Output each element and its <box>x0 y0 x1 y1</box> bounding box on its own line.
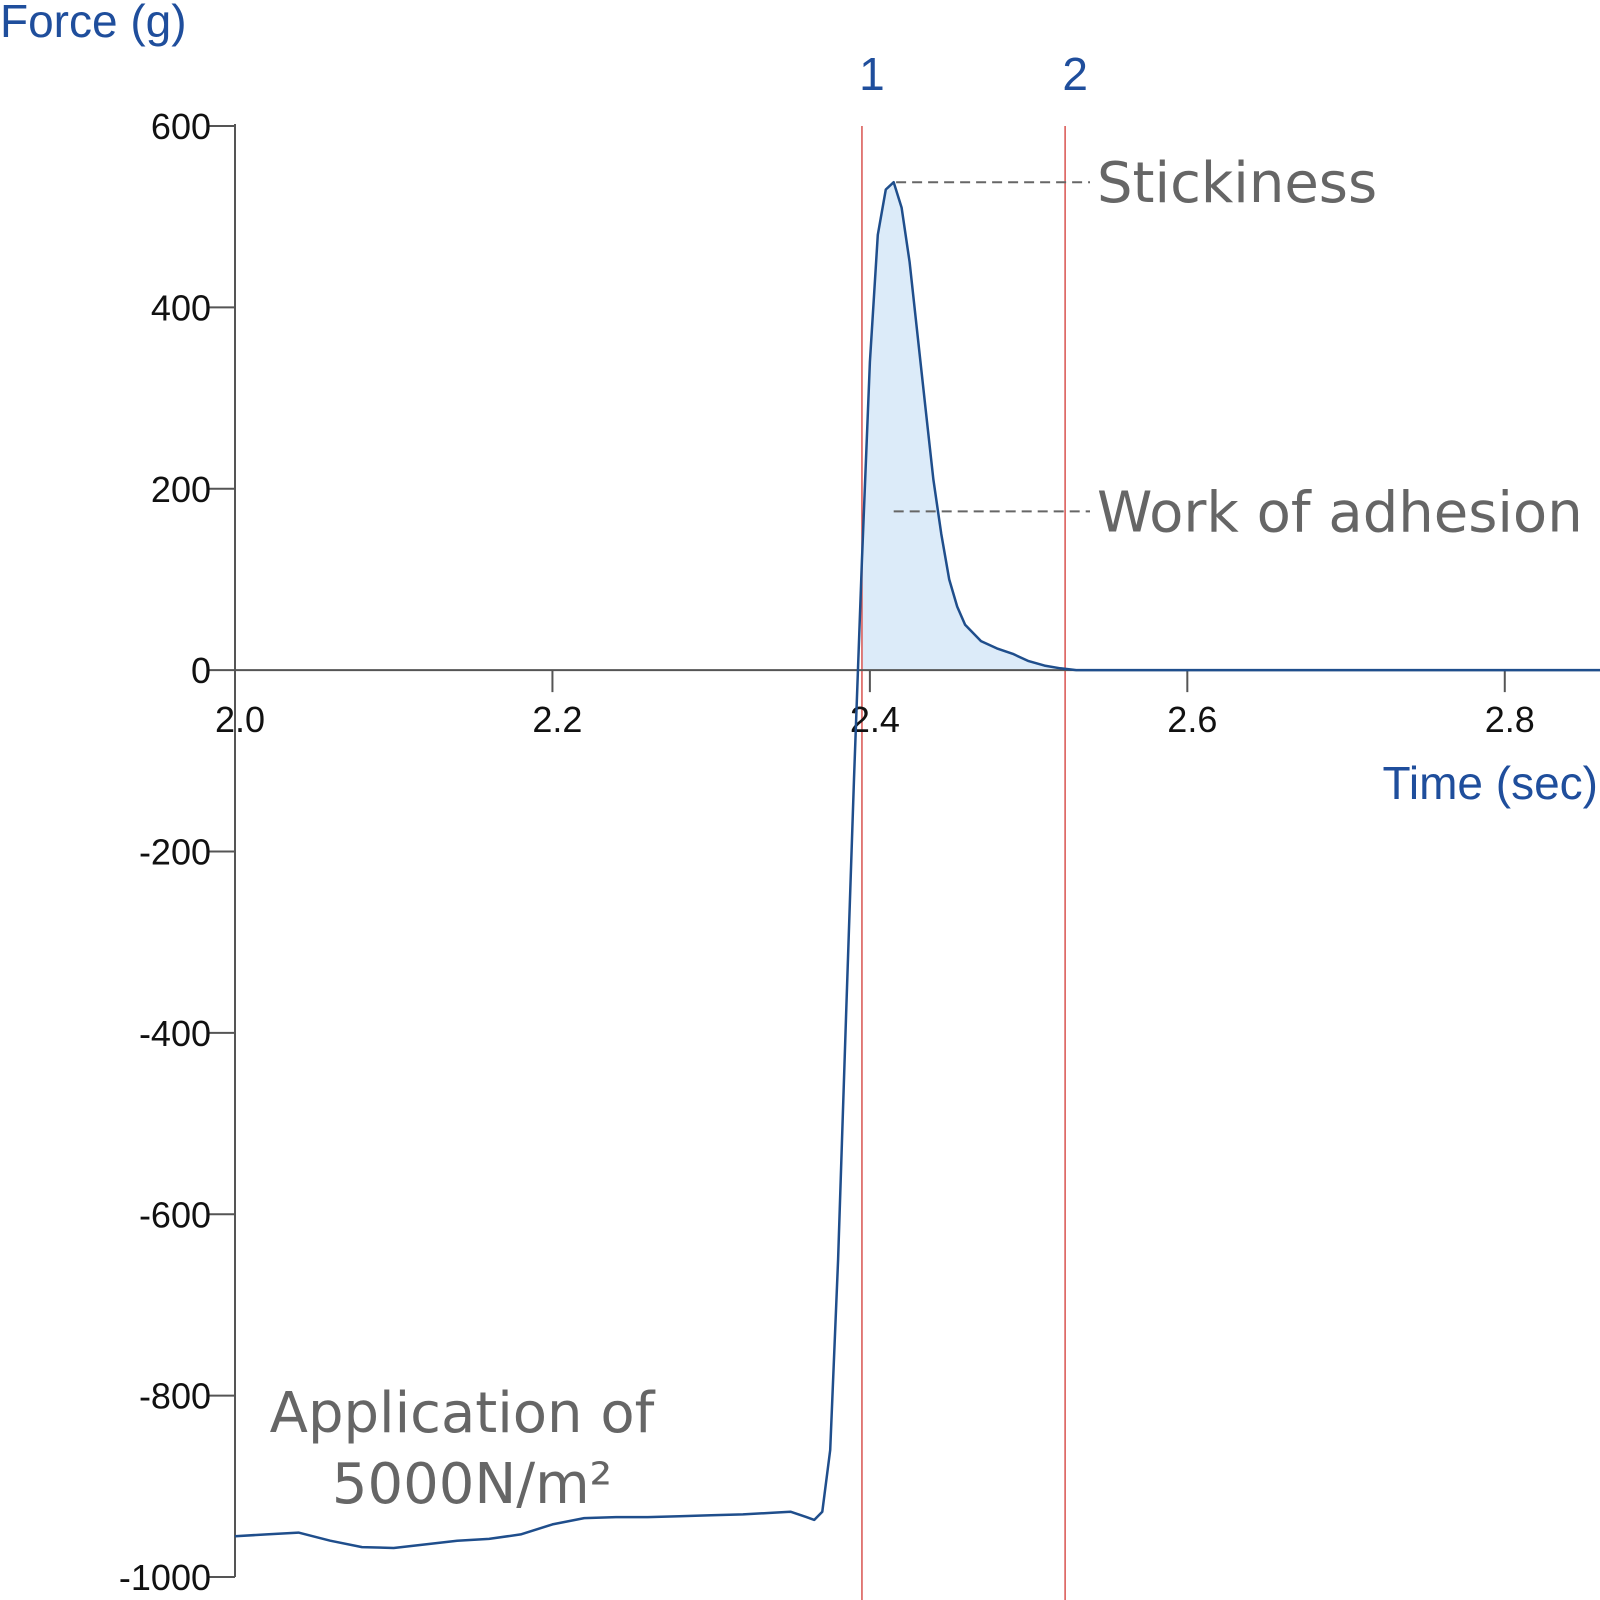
x-axis-title: Time (sec) <box>1382 757 1598 809</box>
pressure-annotation-line1: Application of <box>270 1381 656 1446</box>
series-layer <box>234 180 1600 1550</box>
pressure-annotation-line2: 5000N/m² <box>332 1452 612 1517</box>
y-tick-label: -1000 <box>119 1557 211 1598</box>
y-tick-label: 200 <box>151 469 211 510</box>
tick-layer: 600 400 200 0 -200 -400 -600 -800 -1000 2.0 2.2 2.4… <box>119 106 1535 1598</box>
force-series-line <box>234 180 1600 1550</box>
marker-label-2: 2 <box>1062 48 1088 100</box>
y-tick-label: 600 <box>151 106 211 147</box>
x-tick-label: 2.0 <box>215 699 265 740</box>
work-of-adhesion-area <box>861 182 1066 671</box>
stickiness-label: Stickiness <box>1097 151 1377 216</box>
x-tick-label: 2.4 <box>850 699 900 740</box>
annotation-layer: Stickiness Work of adhesion Application of… <box>270 151 1583 1517</box>
x-tick-label: 2.8 <box>1485 699 1535 740</box>
work-of-adhesion-area-layer <box>861 182 1066 671</box>
x-tick-label: 2.6 <box>1167 699 1217 740</box>
y-tick-label: -200 <box>139 832 211 873</box>
y-tick-label: -400 <box>139 1013 211 1054</box>
y-axis-title: Force (g) <box>0 0 187 47</box>
y-tick-label: -800 <box>139 1376 211 1417</box>
marker-label-1: 1 <box>859 48 885 100</box>
work-of-adhesion-label: Work of adhesion <box>1097 480 1583 545</box>
y-tick-label: -600 <box>139 1194 211 1235</box>
x-tick-label: 2.2 <box>532 699 582 740</box>
y-tick-label: 0 <box>191 650 211 691</box>
y-tick-label: 400 <box>151 287 211 328</box>
